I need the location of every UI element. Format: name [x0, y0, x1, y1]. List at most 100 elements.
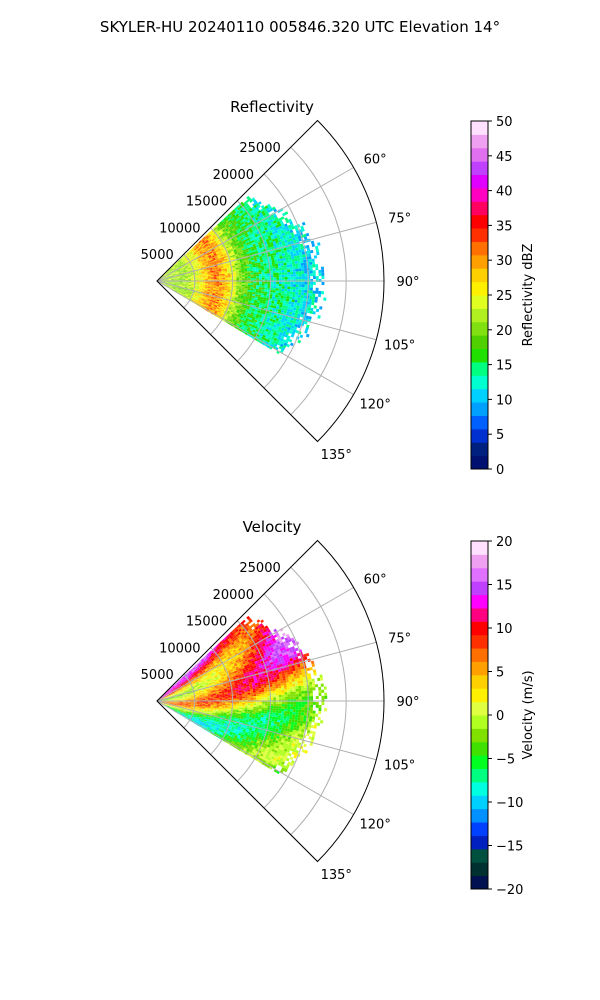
- echo-cell: [239, 329, 244, 333]
- echo-cell: [301, 308, 305, 313]
- echo-cell: [221, 223, 225, 227]
- echo-cell: [236, 224, 240, 228]
- echo-cell: [173, 283, 177, 285]
- echo-cell: [291, 245, 296, 249]
- echo-cell: [181, 272, 185, 274]
- echo-cell: [228, 314, 232, 317]
- echo-cell: [199, 671, 203, 674]
- echo-cell: [240, 314, 245, 317]
- echo-cell: [279, 332, 283, 336]
- echo-cell: [254, 251, 259, 254]
- echo-cell: [286, 311, 290, 315]
- echo-cell: [258, 212, 263, 216]
- echo-cell: [233, 323, 237, 327]
- echo-cell: [233, 249, 237, 252]
- echo-cell: [197, 663, 201, 667]
- echo-cell: [223, 655, 227, 659]
- echo-cell: [226, 266, 230, 269]
- echo-cell: [242, 259, 246, 263]
- echo-cell: [184, 679, 188, 682]
- echo-cell: [225, 635, 229, 639]
- echo-cell: [286, 246, 290, 251]
- echo-cell: [257, 310, 261, 313]
- echo-cell: [169, 267, 172, 270]
- echo-cell: [233, 287, 237, 289]
- echo-cell: [247, 256, 251, 260]
- echo-cell: [252, 292, 256, 295]
- echo-cell: [189, 269, 193, 272]
- echo-cell: [236, 281, 240, 284]
- echo-cell: [183, 291, 186, 294]
- echo-cell: [219, 230, 224, 234]
- echo-cell: [275, 268, 279, 271]
- echo-cell: [187, 673, 190, 676]
- echo-cell: [188, 250, 192, 254]
- echo-cell: [278, 283, 282, 287]
- echo-cell: [202, 296, 206, 299]
- echo-cell: [162, 277, 165, 279]
- echo-cell: [253, 232, 258, 236]
- echo-cell: [221, 267, 225, 270]
- echo-cell: [190, 284, 194, 286]
- echo-cell: [244, 216, 249, 220]
- echo-cell: [211, 255, 215, 258]
- echo-cell: [248, 258, 252, 261]
- echo-cell: [179, 292, 183, 294]
- echo-cell: [179, 284, 183, 285]
- echo-cell: [236, 635, 241, 639]
- echo-cell: [273, 227, 278, 232]
- echo-cell: [172, 286, 176, 288]
- echo-cell: [255, 264, 259, 267]
- echo-cell: [226, 636, 230, 640]
- echo-cell: [293, 276, 297, 280]
- colorbar-swatch: [471, 321, 488, 336]
- echo-cell: [164, 284, 168, 287]
- echo-cell: [190, 285, 194, 287]
- echo-cell: [209, 246, 213, 249]
- echo-cell: [300, 246, 304, 250]
- echo-cell: [264, 631, 269, 635]
- echo-cell: [210, 271, 214, 274]
- echo-cell: [206, 665, 210, 669]
- echo-cell: [234, 637, 238, 641]
- echo-cell: [223, 651, 228, 655]
- echo-cell: [213, 646, 217, 650]
- echo-cell: [196, 257, 200, 260]
- echo-cell: [172, 272, 176, 275]
- echo-cell: [210, 657, 214, 661]
- echo-cell: [228, 659, 233, 663]
- echo-cell: [300, 225, 304, 230]
- echo-cell: [240, 294, 244, 297]
- echo-cell: [290, 253, 294, 257]
- echo-cell: [170, 285, 174, 287]
- echo-cell: [282, 339, 286, 343]
- echo-cell: [204, 668, 208, 671]
- echo-cell: [277, 236, 281, 241]
- echo-cell: [268, 631, 273, 636]
- echo-cell: [202, 304, 206, 307]
- echo-cell: [183, 269, 187, 271]
- echo-cell: [217, 232, 221, 236]
- echo-cell: [218, 291, 222, 294]
- echo-cell: [187, 284, 191, 286]
- echo-cell: [229, 655, 233, 659]
- echo-cell: [222, 659, 226, 663]
- echo-cell: [256, 313, 260, 317]
- echo-cell: [275, 266, 279, 269]
- echo-cell: [188, 278, 192, 280]
- echo-cell: [279, 235, 284, 240]
- echo-cell: [167, 275, 171, 277]
- echo-cell: [254, 298, 258, 301]
- echo-cell: [284, 272, 288, 275]
- echo-cell: [187, 285, 191, 287]
- echo-cell: [267, 289, 271, 293]
- echo-cell: [256, 304, 260, 307]
- echo-cell: [219, 276, 223, 278]
- echo-cell: [233, 257, 237, 260]
- echo-cell: [215, 230, 219, 234]
- echo-cell: [182, 676, 185, 679]
- echo-cell: [217, 295, 221, 297]
- echo-cell: [315, 308, 320, 313]
- echo-cell: [259, 224, 264, 228]
- echo-cell: [267, 342, 272, 347]
